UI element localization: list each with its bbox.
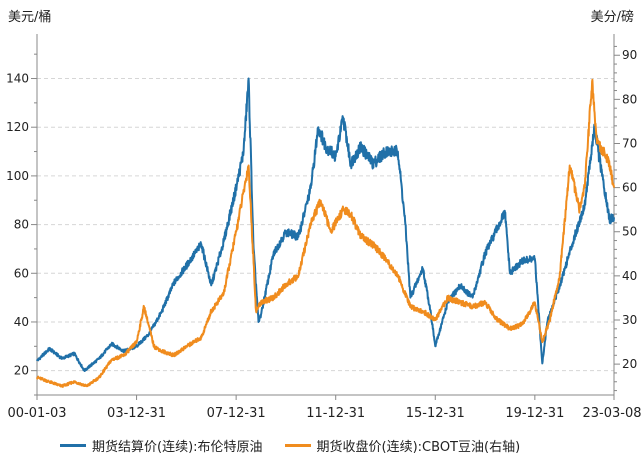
x-axis-tick-label: 00-01-03	[7, 406, 66, 421]
x-axis-tick-label: 07-12-31	[207, 406, 266, 421]
legend-swatch-soyoil	[284, 444, 311, 447]
left-axis-tick-label: 120	[6, 120, 29, 134]
right-axis-unit: 美分/磅	[590, 10, 634, 25]
x-axis-tick-label: 19-12-31	[505, 406, 564, 421]
right-axis-tick-label: 20	[622, 357, 637, 371]
legend-item-brent: 期货结算价(连续):布伦特原油	[60, 436, 263, 455]
legend-item-soyoil: 期货收盘价(连续):CBOT豆油(右轴)	[284, 436, 521, 455]
left-axis-tick-label: 60	[14, 266, 29, 280]
x-axis-tick-label: 23-03-08	[582, 406, 641, 421]
left-axis-tick-label: 140	[6, 72, 29, 86]
right-axis-tick-label: 80	[622, 92, 637, 106]
legend-label-brent: 期货结算价(连续):布伦特原油	[92, 440, 263, 455]
left-axis-tick-label: 100	[6, 169, 29, 183]
right-axis-tick-label: 90	[622, 48, 637, 62]
left-axis-tick-label: 40	[14, 315, 29, 329]
left-axis-unit: 美元/桶	[8, 10, 52, 25]
right-axis-tick-label: 40	[622, 269, 637, 283]
legend-label-soyoil: 期货收盘价(连续):CBOT豆油(右轴)	[316, 440, 521, 455]
left-axis-tick-label: 20	[14, 364, 29, 378]
x-axis-tick-label: 03-12-31	[107, 406, 166, 421]
right-axis-tick-label: 50	[622, 225, 637, 239]
right-axis-tick-label: 70	[622, 136, 637, 150]
axes: 20 40 60 80 100 120 140 20 30 40 50 60 70 80 90 00-01-0…	[6, 34, 642, 421]
right-axis-tick-label: 30	[622, 313, 637, 327]
legend: 期货结算价(连续):布伦特原油 期货收盘价(连续):CBOT豆油(右轴)	[60, 436, 542, 455]
right-axis-tick-label: 60	[622, 181, 637, 195]
left-axis-tick-label: 80	[14, 218, 29, 232]
x-axis-tick-label: 11-12-31	[306, 406, 365, 421]
legend-swatch-brent	[60, 444, 86, 447]
x-axis-tick-label: 15-12-31	[406, 406, 465, 421]
series-line-soyoil	[36, 78, 615, 388]
series-layer	[36, 77, 615, 388]
gridlines	[37, 78, 614, 372]
